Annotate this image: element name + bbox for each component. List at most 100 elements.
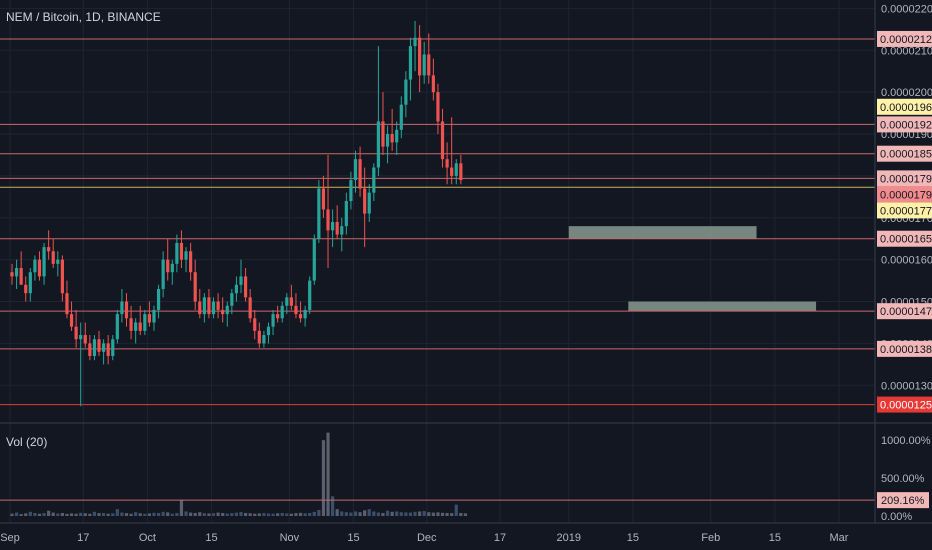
volume-bar	[436, 512, 440, 516]
volume-bar	[353, 511, 358, 516]
candle-body	[427, 54, 431, 76]
time-label[interactable]: Mar	[830, 532, 849, 544]
volume-bar	[225, 513, 229, 516]
price-label: 0.00001792	[880, 189, 932, 201]
volume-bar	[147, 513, 151, 516]
candle-body	[216, 301, 220, 310]
volume-bar	[10, 513, 14, 516]
candle-body	[129, 318, 133, 331]
volume-bar	[399, 512, 403, 516]
candle-body	[285, 297, 289, 306]
volume-bar	[88, 513, 92, 516]
time-label[interactable]: 15	[627, 532, 639, 544]
volume-bar	[42, 513, 46, 516]
volume-bar	[83, 513, 87, 516]
candle-body	[331, 221, 335, 231]
candle-body	[390, 134, 394, 143]
time-label[interactable]: 17	[77, 532, 89, 544]
candle-body	[189, 251, 193, 273]
volume-bar	[138, 513, 142, 516]
time-label[interactable]: Nov	[280, 532, 300, 544]
candle-body	[248, 297, 252, 319]
time-axis-labels[interactable]: Sep 17 Oct 15 Nov 15 Dec 17 2019 15 Feb 15 Mar	[0, 532, 849, 544]
volume-bar	[395, 511, 399, 516]
price-label: 0.00001794	[880, 173, 932, 185]
candle-body	[170, 263, 174, 273]
volume-bar	[156, 512, 161, 516]
candle-body	[124, 301, 129, 319]
volume-bar	[102, 512, 106, 516]
price-label: 0.00001965	[880, 102, 932, 114]
candle-body	[450, 167, 454, 176]
volume-bar	[463, 513, 468, 516]
candle-body	[202, 297, 206, 315]
price-label: 0.00001773	[880, 205, 932, 217]
volume-bar	[74, 513, 78, 516]
candle-body	[276, 314, 280, 319]
volume-bar	[65, 513, 69, 516]
volume-marker-bg	[877, 492, 929, 509]
candle-body	[161, 259, 165, 289]
candle-body	[436, 92, 440, 122]
time-label[interactable]: 17	[494, 532, 506, 544]
grid	[0, 0, 875, 523]
time-label[interactable]: 15	[347, 532, 359, 544]
candle-body	[418, 37, 422, 76]
candle-body	[312, 238, 316, 281]
candle-body	[198, 301, 202, 315]
candle-body	[253, 318, 257, 331]
volume-bar	[408, 512, 413, 516]
candle-body	[459, 163, 463, 181]
volume-bar	[340, 511, 344, 516]
volume-tick-label: 500.00%	[881, 473, 925, 485]
price-label-bg	[877, 202, 932, 219]
candle-body	[147, 314, 151, 323]
price-tick-label[interactable]: 0.00001300	[881, 380, 932, 392]
volume-bar	[294, 513, 298, 516]
volume-bar	[450, 513, 454, 516]
candle-body	[10, 272, 14, 277]
candle-body	[326, 209, 330, 231]
price-zones	[568, 226, 817, 312]
axes	[0, 0, 932, 524]
time-label[interactable]: Feb	[701, 532, 720, 544]
candle-body	[266, 326, 271, 336]
volume-bar	[317, 509, 321, 516]
time-label[interactable]: 15	[205, 532, 217, 544]
time-label[interactable]: Dec	[417, 532, 437, 544]
price-label-bg	[877, 340, 932, 357]
time-label[interactable]: 2019	[557, 532, 581, 544]
volume-bar	[239, 512, 243, 516]
time-label[interactable]: 15	[769, 532, 781, 544]
volume-bar	[115, 509, 119, 516]
price-label-bg	[877, 145, 932, 162]
candle-body	[37, 259, 42, 277]
volume-bar	[266, 513, 271, 516]
candle-body	[321, 188, 326, 210]
volume-axis-ticks: 1000.00% 500.00% 0.00% 209.16%	[877, 435, 931, 523]
volume-bar	[321, 440, 326, 516]
volume-bar	[331, 496, 335, 516]
volume-bar	[134, 512, 138, 516]
volume-bar	[211, 513, 216, 516]
candle-body	[413, 37, 417, 47]
volume-bar	[37, 513, 42, 516]
volume-bar	[349, 512, 353, 516]
volume-bar	[69, 513, 74, 516]
candle-body	[367, 192, 371, 214]
time-label[interactable]: Oct	[139, 532, 156, 544]
volume-bar	[198, 512, 202, 516]
volume-bar	[129, 513, 133, 516]
candle-body	[102, 343, 106, 352]
volume-bar	[276, 513, 280, 516]
time-label[interactable]: Sep	[0, 532, 20, 544]
volume-tick-label: 0.00%	[881, 511, 912, 523]
volume-bar	[385, 510, 390, 516]
volume-bar	[326, 432, 330, 516]
